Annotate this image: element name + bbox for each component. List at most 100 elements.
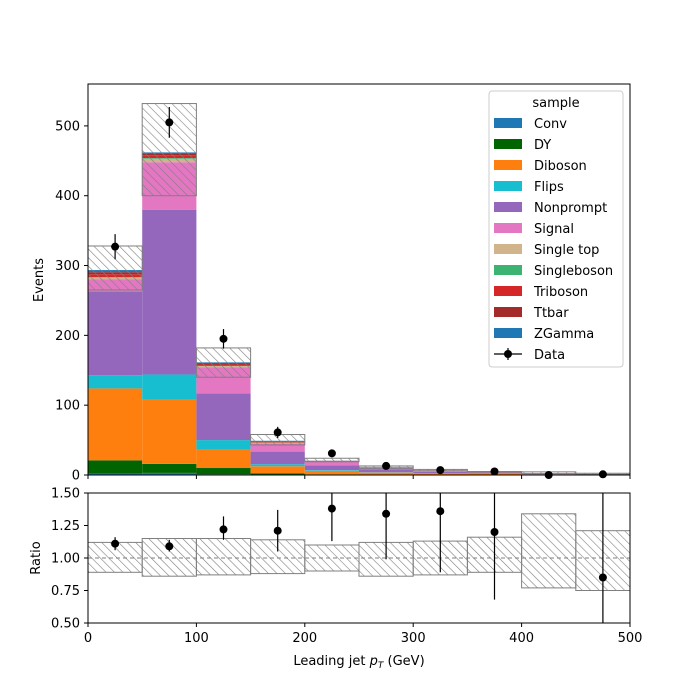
- legend-swatch-zgamma: [494, 328, 522, 338]
- ratio-point-2: [219, 525, 228, 534]
- bar-flips-bin-4: [304, 470, 359, 471]
- main-y-tick-label-0: 0: [72, 469, 80, 484]
- data-point-1: [165, 118, 174, 127]
- main-y-tick-label-1: 100: [55, 399, 80, 414]
- bar-nonprompt-bin-0: [88, 291, 143, 376]
- bar-conv-bin-0: [88, 473, 143, 475]
- main-y-axis-label: Events: [32, 258, 47, 302]
- legend-label-single-top: Single top: [534, 243, 599, 258]
- x-axis-label-sub: T: [378, 661, 385, 671]
- bar-diboson-bin-4: [304, 470, 359, 475]
- bar-dy-bin-1: [142, 463, 197, 473]
- main-y-tick-label-3: 300: [55, 259, 80, 274]
- ratio-point-4: [327, 504, 336, 513]
- bar-dy-bin-0: [88, 460, 143, 474]
- main-y-tick-label-5: 500: [55, 119, 80, 134]
- data-point-6: [436, 466, 445, 475]
- legend-label-data: Data: [534, 348, 565, 363]
- legend-swatch-single-top: [494, 244, 522, 254]
- ratio-point-1: [165, 542, 174, 551]
- bar-nonprompt-bin-3: [250, 451, 305, 465]
- bar-diboson-bin-6: [413, 473, 468, 475]
- bar-nonprompt-bin-2: [196, 393, 251, 441]
- bar-diboson-bin-1: [142, 399, 197, 464]
- legend: sample Conv DY Diboson Flips Nonprompt Signal…: [488, 90, 624, 368]
- ratio-uncertainty-band: [87, 513, 631, 592]
- data-points: [111, 107, 607, 479]
- legend-label-diboson: Diboson: [534, 159, 587, 174]
- ratio-y-tick-label-2: 1.00: [51, 552, 80, 567]
- main-panel: 0 100 200 300 400 500 Events sample Conv DY Dib…: [32, 83, 631, 484]
- ratio-y-tick-label-1: 0.75: [51, 584, 80, 599]
- ratio-point-5: [382, 509, 391, 518]
- legend-swatch-signal: [494, 223, 522, 233]
- data-point-0: [111, 242, 120, 251]
- bar-signal-bin-4: [304, 461, 359, 466]
- bar-diboson-bin-0: [88, 388, 143, 461]
- ratio-points: [111, 493, 607, 623]
- legend-title: sample: [532, 96, 579, 111]
- ratio-y-tick-label-3: 1.25: [51, 519, 80, 534]
- x-axis-label: Leading jet pT (GeV): [293, 654, 424, 671]
- ratio-y-ticks: 0.50 0.75 1.00 1.25 1.50: [51, 487, 88, 632]
- ratio-x-ticks: 0 100 200 300 400 500: [84, 623, 642, 646]
- bar-diboson-bin-2: [196, 449, 251, 469]
- bar-dy-bin-3: [250, 473, 305, 475]
- bar-dy-bin-2: [196, 468, 251, 475]
- bar-diboson-bin-5: [359, 472, 414, 475]
- legend-swatch-ttbar: [494, 307, 522, 317]
- ratio-x-tick-label-4: 400: [509, 631, 534, 646]
- bar-diboson-bin-3: [250, 466, 305, 474]
- legend-swatch-nonprompt: [494, 202, 522, 212]
- bar-nonprompt-bin-5: [359, 469, 414, 473]
- legend-label-singleboson: Singleboson: [534, 264, 613, 279]
- legend-label-ttbar: Ttbar: [533, 306, 569, 321]
- data-point-9: [598, 470, 607, 479]
- ratio-x-tick-label-3: 300: [401, 631, 426, 646]
- data-point-4: [327, 449, 336, 458]
- legend-swatch-dy: [494, 139, 522, 149]
- legend-swatch-flips: [494, 181, 522, 191]
- data-point-2: [219, 334, 228, 343]
- ratio-y-tick-label-4: 1.50: [51, 487, 80, 502]
- ratio-y-tick-label-0: 0.50: [51, 617, 80, 632]
- ratio-y-axis-label: Ratio: [29, 541, 44, 574]
- stacked-bars: [88, 152, 630, 475]
- legend-items: Conv DY Diboson Flips Nonprompt Signal Single …: [494, 117, 613, 363]
- legend-label-zgamma: ZGamma: [534, 327, 594, 342]
- legend-swatch-singleboson: [494, 265, 522, 275]
- legend-label-conv: Conv: [534, 117, 567, 132]
- main-x-ticks: [87, 475, 631, 479]
- data-point-7: [490, 467, 499, 476]
- bar-nonprompt-bin-1: [142, 209, 197, 375]
- x-axis-label-main: Leading jet: [293, 654, 369, 669]
- mc-band-bin-4: [304, 457, 360, 463]
- ratio-panel: 0 100 200 300 400 500 0.50 0.75 1.00 1.25 1.50 Ra…: [29, 487, 642, 672]
- bar-flips-bin-1: [142, 374, 197, 400]
- bar-signal-bin-3: [250, 443, 305, 452]
- main-y-tick-label-4: 400: [55, 189, 80, 204]
- legend-label-nonprompt: Nonprompt: [534, 201, 607, 216]
- bar-flips-bin-0: [88, 375, 143, 389]
- legend-swatch-triboson: [494, 286, 522, 296]
- legend-label-dy: DY: [534, 138, 551, 153]
- ratio-x-tick-label-0: 0: [84, 631, 92, 646]
- ratio-x-tick-label-1: 100: [184, 631, 209, 646]
- bar-nonprompt-bin-4: [304, 465, 359, 471]
- x-axis-label-var: p: [369, 654, 378, 669]
- legend-label-signal: Signal: [534, 222, 574, 237]
- ratio-band-bin-2: [195, 538, 252, 576]
- ratio-point-8: [598, 573, 607, 582]
- bar-conv-bin-1: [142, 472, 197, 475]
- legend-label-flips: Flips: [534, 180, 564, 195]
- main-axes-frame: [87, 83, 631, 476]
- bar-flips-bin-3: [250, 464, 305, 467]
- mc-band-bin-2: [195, 347, 252, 378]
- ratio-point-0: [111, 539, 120, 548]
- legend-swatch-diboson: [494, 160, 522, 170]
- x-axis-label-unit: (GeV): [383, 654, 424, 669]
- ratio-band-bin-8: [521, 513, 577, 589]
- ratio-point-3: [273, 526, 282, 535]
- data-point-5: [382, 461, 391, 470]
